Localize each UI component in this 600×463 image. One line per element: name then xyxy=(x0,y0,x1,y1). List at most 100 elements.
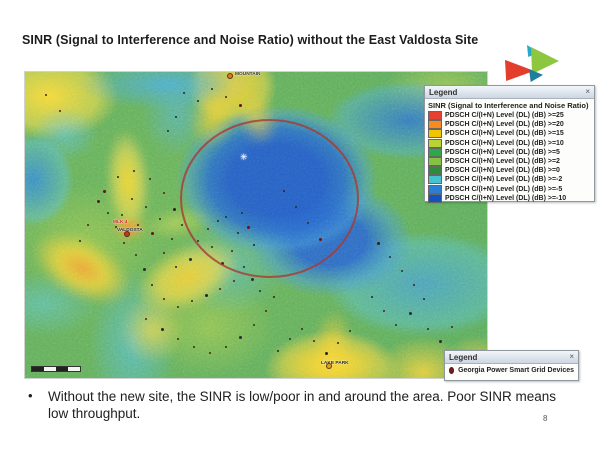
bullet-item: • Without the new site, the SINR is low/… xyxy=(28,388,580,422)
device-dot xyxy=(395,324,397,326)
device-dot xyxy=(137,224,139,226)
device-dot xyxy=(151,284,153,286)
device-dot xyxy=(151,232,154,235)
legend-item-label: PDSCH C/(I+N) Level (DL) (dB) >=-10 xyxy=(445,194,567,202)
legend-item-label: PDSCH C/(I+N) Level (DL) (dB) >=5 xyxy=(445,148,560,156)
device-dot xyxy=(233,280,235,282)
site-marker-icon xyxy=(227,73,233,79)
device-dot xyxy=(451,326,453,328)
legend-item-label: PDSCH C/(I+N) Level (DL) (dB) >=20 xyxy=(445,121,564,129)
device-dot xyxy=(197,100,199,102)
legend-item: PDSCH C/(I+N) Level (DL) (dB) >=10 xyxy=(428,138,591,148)
device-dot xyxy=(265,310,267,312)
device-dot-icon xyxy=(449,367,455,374)
device-dot xyxy=(79,240,81,242)
device-dot xyxy=(325,352,328,355)
device-dot xyxy=(219,288,221,290)
logo-red-triangle-icon xyxy=(505,59,534,81)
device-dot xyxy=(87,224,89,226)
device-dot xyxy=(301,328,303,330)
area-of-interest-circle xyxy=(180,119,359,278)
device-dot xyxy=(289,338,291,340)
legend-swatch xyxy=(428,129,442,139)
device-dot xyxy=(409,312,412,315)
device-dot xyxy=(123,242,125,244)
sinr-legend-panel: Legend × SINR (Signal to Interference an… xyxy=(424,85,595,203)
sinr-legend-titlebar: Legend × xyxy=(425,86,594,99)
device-dot xyxy=(131,198,133,200)
legend-swatch xyxy=(428,175,442,185)
device-dot xyxy=(377,242,380,245)
device-dot xyxy=(181,224,183,226)
legend-item-label: PDSCH C/(I+N) Level (DL) (dB) >=10 xyxy=(445,139,564,147)
devices-legend-title: Legend xyxy=(449,352,478,362)
legend-item: PDSCH C/(I+N) Level (DL) (dB) >=25 xyxy=(428,111,591,121)
device-dot xyxy=(177,306,179,308)
device-dot xyxy=(259,290,261,292)
device-dot xyxy=(145,318,147,320)
device-dot xyxy=(183,92,185,94)
legend-swatch xyxy=(428,157,442,167)
sinr-legend-title: Legend xyxy=(429,87,458,97)
bullet-list: • Without the new site, the SINR is low/… xyxy=(28,388,580,422)
device-dot xyxy=(251,278,254,281)
devices-legend-label: Georgia Power Smart Grid Devices xyxy=(458,367,574,374)
device-dot xyxy=(193,346,195,348)
map-site-label: MOUNTAIN xyxy=(235,72,261,77)
device-dot xyxy=(273,296,275,298)
device-dot xyxy=(175,266,177,268)
device-dot xyxy=(163,252,165,254)
legend-item: PDSCH C/(I+N) Level (DL) (dB) >=15 xyxy=(428,129,591,139)
device-dot xyxy=(133,170,135,172)
legend-item: PDSCH C/(I+N) Level (DL) (dB) >=5 xyxy=(428,147,591,157)
bullet-text: Without the new site, the SINR is low/po… xyxy=(48,389,557,421)
proposed-site-marker-icon: ✳ xyxy=(240,152,248,162)
device-dot xyxy=(225,96,227,98)
device-dot xyxy=(371,296,373,298)
devices-legend-close-icon[interactable]: × xyxy=(569,352,574,361)
map-site-label: LAKE PARK xyxy=(321,360,349,366)
device-dot xyxy=(167,130,169,132)
device-dot xyxy=(143,268,146,271)
legend-item: PDSCH C/(I+N) Level (DL) (dB) >=-5 xyxy=(428,184,591,194)
device-dot xyxy=(239,104,242,107)
devices-legend-item: Georgia Power Smart Grid Devices xyxy=(445,364,578,377)
device-dot xyxy=(135,254,137,256)
device-dot xyxy=(423,298,425,300)
site-marker-icon xyxy=(326,363,332,369)
legend-item: PDSCH C/(I+N) Level (DL) (dB) >=2 xyxy=(428,157,591,167)
device-dot xyxy=(177,338,179,340)
device-dot xyxy=(191,300,193,302)
sinr-legend-items: PDSCH C/(I+N) Level (DL) (dB) >=25 PDSCH … xyxy=(425,111,594,203)
device-dot xyxy=(97,200,100,203)
legend-swatch xyxy=(428,147,442,157)
legend-swatch xyxy=(428,166,442,176)
device-dot xyxy=(225,346,227,348)
map-site-label: VALDOSTA xyxy=(117,227,143,233)
device-dot xyxy=(383,310,385,312)
device-dot xyxy=(117,176,119,178)
device-dot xyxy=(171,238,173,240)
legend-item: PDSCH C/(I+N) Level (DL) (dB) >=-2 xyxy=(428,175,591,185)
sinr-coverage-map[interactable]: MOUNTAIN MLK 4 VALDOSTA LAKE PARK ✳ xyxy=(25,72,487,378)
device-dot xyxy=(239,336,242,339)
device-dot xyxy=(189,258,192,261)
device-dot xyxy=(253,324,255,326)
device-dot xyxy=(211,88,213,90)
legend-item-label: PDSCH C/(I+N) Level (DL) (dB) >=0 xyxy=(445,167,560,175)
device-dot xyxy=(439,340,442,343)
device-dot xyxy=(103,190,106,193)
device-dot xyxy=(59,110,61,112)
device-dot xyxy=(427,328,429,330)
company-logo xyxy=(503,45,563,87)
device-dot xyxy=(45,94,47,96)
device-dot xyxy=(163,298,165,300)
bullet-glyph: • xyxy=(28,388,33,403)
site-marker-icon xyxy=(124,231,130,237)
legend-swatch xyxy=(428,138,442,148)
sinr-legend-close-icon[interactable]: × xyxy=(585,87,590,96)
device-dot xyxy=(349,330,351,332)
device-dot xyxy=(115,226,117,228)
legend-item-label: PDSCH C/(I+N) Level (DL) (dB) >=2 xyxy=(445,158,560,166)
